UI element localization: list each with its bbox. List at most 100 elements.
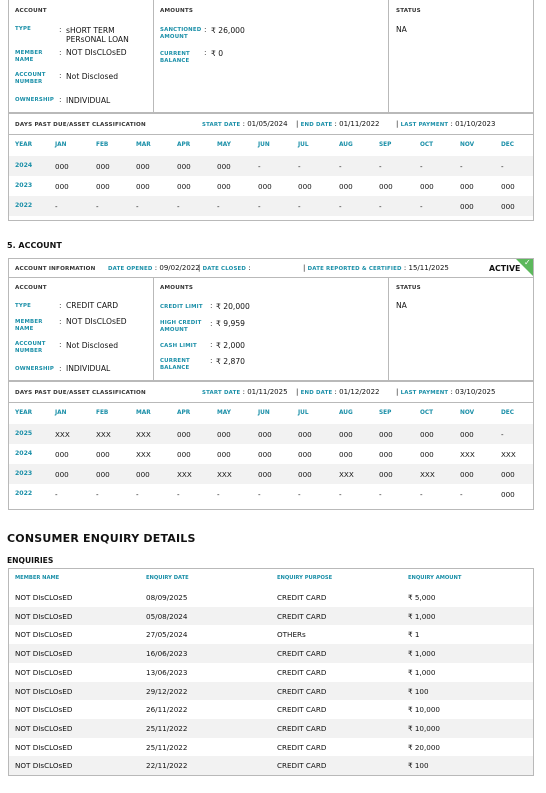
acctnum-value: Not Disclosed xyxy=(66,341,119,350)
dpd-cell: XXX xyxy=(339,470,354,479)
enquiry-cell: NOT DIsCLOsED xyxy=(15,611,73,621)
year-cell: 2024 xyxy=(15,450,33,457)
cash-limit-value: ₹ 2,000 xyxy=(216,341,245,350)
enquiry-cell: 29/12/2022 xyxy=(146,686,188,696)
dpd-cell: 000 xyxy=(339,430,353,439)
enquiry-cell: CREDIT CARD xyxy=(277,686,327,696)
month-header-jun: JUN xyxy=(258,410,270,416)
member-label: MEMBER NAME xyxy=(15,50,43,63)
enquiry-cell: NOT DIsCLOsED xyxy=(15,705,73,715)
date-reported-value: 15/11/2025 xyxy=(408,264,449,272)
dpd-cell: XXX xyxy=(420,470,435,479)
year-cell: 2024 xyxy=(15,162,33,169)
enquiry-cell: NOT DIsCLOsED xyxy=(15,686,73,696)
dpd-cell: 000 xyxy=(258,182,272,191)
last-payment-label: LAST PAYMENT xyxy=(400,122,449,128)
month-header-sep: SEP xyxy=(379,410,392,416)
col-account-header: ACCOUNT xyxy=(15,285,47,291)
enquiries-table: MEMBER NAME ENQUIRY DATE ENQUIRY PURPOSE EN… xyxy=(8,568,534,776)
dpd-cell: - xyxy=(96,202,99,211)
end-date-value: 01/11/2022 xyxy=(339,120,380,128)
date-opened-label: DATE OPENED xyxy=(108,266,153,272)
col-status-header: STATUS xyxy=(396,285,421,291)
enquiry-cell: NOT DIsCLOsED xyxy=(15,649,73,659)
enquiry-header-row: MEMBER NAME ENQUIRY DATE ENQUIRY PURPOSE EN… xyxy=(9,569,533,588)
enquiry-cell: ₹ 5,000 xyxy=(408,593,436,602)
dpd-cell: XXX xyxy=(96,430,111,439)
dpd-cell: - xyxy=(258,202,261,211)
dpd-cell: - xyxy=(136,490,139,499)
enquiry-cell: CREDIT CARD xyxy=(277,611,327,621)
enquiry-cell: CREDIT CARD xyxy=(277,667,327,677)
high-credit-label: HIGH CREDIT AMOUNT xyxy=(160,320,202,333)
enquiry-cell: 27/05/2024 xyxy=(146,630,188,640)
dpd-cell: 000 xyxy=(298,450,312,459)
ownership-label: OWNERSHIP xyxy=(15,97,55,103)
credit-limit-label: CREDIT LIMIT xyxy=(160,304,203,310)
dpd-cell: 000 xyxy=(298,470,312,479)
enquiry-row: NOT DIsCLOsED 16/06/2023 CREDIT CARD ₹ 1,00… xyxy=(9,644,533,663)
month-header-year: YEAR xyxy=(15,142,33,148)
enquiry-row: NOT DIsCLOsED 25/11/2022 CREDIT CARD ₹ 20,0… xyxy=(9,738,533,757)
enquiry-row: NOT DIsCLOsED 08/09/2025 CREDIT CARD ₹ 5,00… xyxy=(9,588,533,607)
sanctioned-label: SANCTIONED AMOUNT xyxy=(160,27,202,40)
month-header-mar: MAR xyxy=(136,142,151,148)
acctnum-label: ACCOUNT NUMBER xyxy=(15,72,46,85)
col-account-header: ACCOUNT xyxy=(15,8,47,14)
dpd-cell: 000 xyxy=(460,182,474,191)
start-date-label: START DATE xyxy=(202,122,241,128)
account5-dpd-grid: YEAR JAN FEB MAR APR MAY JUN JUL AUG SEP OCT NOV DEC… xyxy=(8,403,534,510)
dpd-title: DAYS PAST DUE/ASSET CLASSIFICATION xyxy=(15,122,146,128)
dpd-cell: - xyxy=(258,490,261,499)
dpd-row-2025: 2025 XXX XXX XXX 000 000 000 000 000 000 000 000 - xyxy=(9,424,533,444)
enquiry-section-title: CONSUMER ENQUIRY DETAILS xyxy=(7,532,196,545)
dpd-cell: XXX xyxy=(501,450,516,459)
dpd-cell: - xyxy=(96,490,99,499)
dpd-cell: - xyxy=(379,202,382,211)
enquiry-cell: 22/11/2022 xyxy=(146,761,188,771)
dpd-cell: 000 xyxy=(501,470,515,479)
dpd-cell: 000 xyxy=(420,182,434,191)
dpd-row-2024: 2024 000 000 000 000 000 - - - - - - - xyxy=(9,156,533,176)
month-header-aug: AUG xyxy=(339,410,353,416)
date-reported-label: DATE REPORTED & CERTIFIED xyxy=(307,266,402,272)
end-date-label: END DATE xyxy=(300,390,333,396)
enquiry-cell: 05/08/2024 xyxy=(146,611,188,621)
status-value: NA xyxy=(396,25,407,34)
month-header-mar: MAR xyxy=(136,410,151,416)
enquiry-row: NOT DIsCLOsED 25/11/2022 CREDIT CARD ₹ 10,0… xyxy=(9,718,533,738)
member-value: NOT DIsCLOsED xyxy=(66,48,127,57)
dpd-cell: 000 xyxy=(136,182,150,191)
last-payment-value: 01/10/2023 xyxy=(455,120,496,128)
dpd-cell: 000 xyxy=(420,450,434,459)
enquiry-cell: NOT DIsCLOsED xyxy=(15,742,73,752)
month-header-nov: NOV xyxy=(460,410,475,416)
dpd-cell: XXX xyxy=(177,470,192,479)
balance-label: CURRENT BALANCE xyxy=(160,51,190,64)
cash-limit-label: CASH LIMIT xyxy=(160,343,197,349)
enquiry-cell: NOT DIsCLOsED xyxy=(15,593,73,602)
enquiry-cell: ₹ 1 xyxy=(408,630,420,640)
dpd-cell: 000 xyxy=(258,430,272,439)
enquiry-cell: CREDIT CARD xyxy=(277,705,327,715)
balance-value: ₹ 0 xyxy=(211,49,224,58)
section-5-title: 5. ACCOUNT xyxy=(7,241,62,250)
month-header-jun: JUN xyxy=(258,142,270,148)
month-header-jul: JUL xyxy=(298,142,309,148)
enquiries-subtitle: ENQUIRIES xyxy=(7,556,54,565)
enquiry-cell: ₹ 1,000 xyxy=(408,667,436,677)
account5-details-box: ACCOUNT AMOUNTS STATUS NA TYPE : CREDIT … xyxy=(8,278,534,381)
dpd-cell: 000 xyxy=(136,162,150,171)
enquiry-header-cell: MEMBER NAME xyxy=(15,575,60,581)
enquiry-cell: ₹ 100 xyxy=(408,761,429,771)
dpd-cell: 000 xyxy=(177,450,191,459)
dpd-cell: XXX xyxy=(460,450,475,459)
dpd-cell: - xyxy=(177,490,180,499)
enquiry-cell: NOT DIsCLOsED xyxy=(15,630,73,640)
dpd-cell: 000 xyxy=(96,182,110,191)
dpd-cell: - xyxy=(339,162,342,171)
dpd-cell: 000 xyxy=(217,182,231,191)
dpd-cell: 000 xyxy=(177,182,191,191)
last-payment-label: LAST PAYMENT xyxy=(400,390,449,396)
enquiry-header-cell: ENQUIRY PURPOSE xyxy=(277,575,333,581)
